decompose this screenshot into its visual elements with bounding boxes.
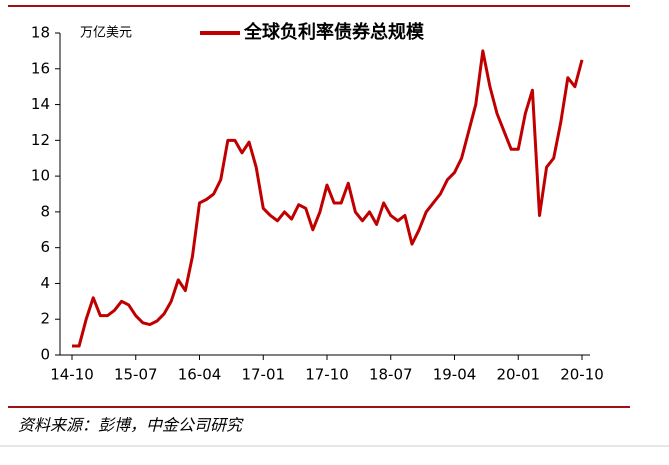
y-tick-label: 14: [31, 95, 50, 113]
x-tick-label: 18-07: [369, 366, 413, 384]
x-tick-label: 14-10: [50, 366, 94, 384]
legend-label: 全球负利率债券总规模: [243, 21, 425, 43]
y-tick-label: 10: [31, 167, 50, 185]
y-tick-label: 0: [40, 346, 50, 364]
x-tick-label: 15-07: [114, 366, 158, 384]
y-tick-label: 2: [40, 310, 50, 328]
y-tick-label: 16: [31, 59, 50, 77]
data-line: [72, 49, 584, 348]
x-tick-label: 17-01: [241, 366, 285, 384]
y-tick-label: 4: [40, 274, 50, 292]
x-tick-label: 20-01: [496, 366, 540, 384]
source-note: 资料来源：彭博，中金公司研究: [18, 416, 244, 435]
x-tick-label: 16-04: [178, 366, 222, 384]
x-tick-label: 19-04: [433, 366, 477, 384]
y-tick-label: 6: [40, 238, 50, 256]
y-unit: 万亿美元: [80, 26, 132, 41]
y-tick-label: 18: [31, 24, 50, 42]
y-tick-label: 12: [31, 131, 50, 149]
y-tick-label: 8: [40, 202, 50, 220]
x-tick-label: 20-10: [560, 366, 604, 384]
x-tick-label: 17-10: [305, 366, 349, 384]
